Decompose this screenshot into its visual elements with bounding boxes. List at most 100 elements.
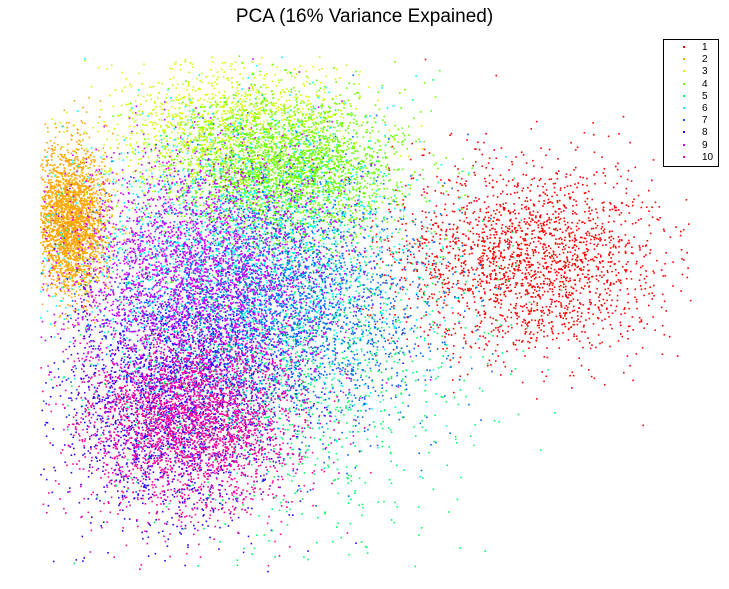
scatter-point	[61, 154, 63, 156]
scatter-point	[405, 223, 407, 225]
scatter-point	[43, 273, 45, 275]
scatter-point	[441, 230, 443, 232]
scatter-point	[533, 255, 535, 257]
scatter-point	[90, 164, 92, 166]
scatter-point	[529, 258, 531, 260]
scatter-point	[507, 243, 509, 245]
scatter-point	[453, 224, 455, 226]
scatter-point	[41, 197, 43, 199]
scatter-point	[463, 338, 465, 340]
scatter-point	[509, 228, 511, 230]
scatter-point	[528, 310, 530, 312]
scatter-point	[51, 218, 53, 220]
scatter-point	[457, 280, 459, 282]
scatter-point	[555, 306, 557, 308]
scatter-point	[477, 142, 479, 144]
scatter-point	[538, 241, 540, 243]
scatter-point	[71, 271, 73, 273]
scatter-point	[540, 283, 542, 285]
scatter-point	[568, 339, 570, 341]
scatter-point	[235, 61, 237, 63]
scatter-point	[67, 273, 69, 275]
scatter-point	[502, 268, 504, 270]
scatter-point	[393, 305, 395, 307]
scatter-point	[404, 207, 406, 209]
scatter-point	[90, 179, 92, 181]
scatter-point	[92, 244, 94, 246]
scatter-point	[83, 133, 85, 135]
scatter-point	[75, 210, 77, 212]
scatter-point	[565, 318, 567, 320]
scatter-point	[428, 343, 430, 345]
scatter-point	[563, 261, 565, 263]
scatter-point	[78, 240, 80, 242]
scatter-point	[499, 240, 501, 242]
scatter-point	[479, 262, 481, 264]
scatter-point	[57, 156, 59, 158]
scatter-point	[531, 308, 533, 310]
scatter-point	[54, 169, 56, 171]
scatter-point	[430, 272, 432, 274]
scatter-point	[84, 217, 86, 219]
scatter-point	[561, 239, 563, 241]
scatter-point	[43, 266, 45, 268]
scatter-point	[585, 201, 587, 203]
scatter-point	[555, 221, 557, 223]
scatter-point	[349, 103, 351, 105]
scatter-point	[522, 321, 524, 323]
scatter-point	[609, 209, 611, 211]
scatter-point	[105, 208, 107, 210]
scatter-point	[129, 126, 131, 128]
scatter-point	[621, 202, 623, 204]
scatter-point	[586, 248, 588, 250]
scatter-point	[432, 224, 434, 226]
scatter-point	[49, 210, 51, 212]
scatter-point	[72, 275, 74, 277]
scatter-point	[104, 282, 106, 284]
scatter-point	[551, 235, 553, 237]
scatter-point	[627, 179, 629, 181]
scatter-point	[105, 179, 107, 181]
scatter-point	[56, 231, 58, 233]
scatter-point	[620, 282, 622, 284]
scatter-point	[588, 285, 590, 287]
scatter-point	[628, 308, 630, 310]
scatter-point	[525, 267, 527, 269]
scatter-point	[76, 219, 78, 221]
scatter-point	[61, 195, 63, 197]
scatter-point	[516, 323, 518, 325]
scatter-point	[69, 185, 71, 187]
scatter-point	[474, 278, 476, 280]
scatter-point	[515, 213, 517, 215]
scatter-point	[607, 312, 609, 314]
scatter-point	[627, 302, 629, 304]
scatter-point	[419, 290, 421, 292]
scatter-point	[641, 319, 643, 321]
scatter-point	[565, 289, 567, 291]
scatter-point	[425, 212, 427, 214]
scatter-point	[51, 153, 53, 155]
scatter-point	[444, 296, 446, 298]
scatter-point	[76, 175, 78, 177]
scatter-point	[461, 262, 463, 264]
scatter-point	[86, 241, 88, 243]
scatter-point	[498, 355, 500, 357]
scatter-point	[111, 216, 113, 218]
scatter-point	[568, 193, 570, 195]
scatter-point	[89, 196, 91, 198]
scatter-point	[92, 218, 94, 220]
scatter-point	[567, 307, 569, 309]
scatter-point	[539, 276, 541, 278]
scatter-point	[89, 281, 91, 283]
scatter-point	[67, 192, 69, 194]
scatter-point	[517, 269, 519, 271]
scatter-point	[482, 260, 484, 262]
scatter-point	[643, 256, 645, 258]
scatter-point	[625, 220, 627, 222]
scatter-point	[453, 203, 455, 205]
scatter-point	[92, 224, 94, 226]
scatter-point	[617, 163, 619, 165]
scatter-point	[507, 276, 509, 278]
scatter-point	[79, 244, 81, 246]
scatter-point	[517, 243, 519, 245]
